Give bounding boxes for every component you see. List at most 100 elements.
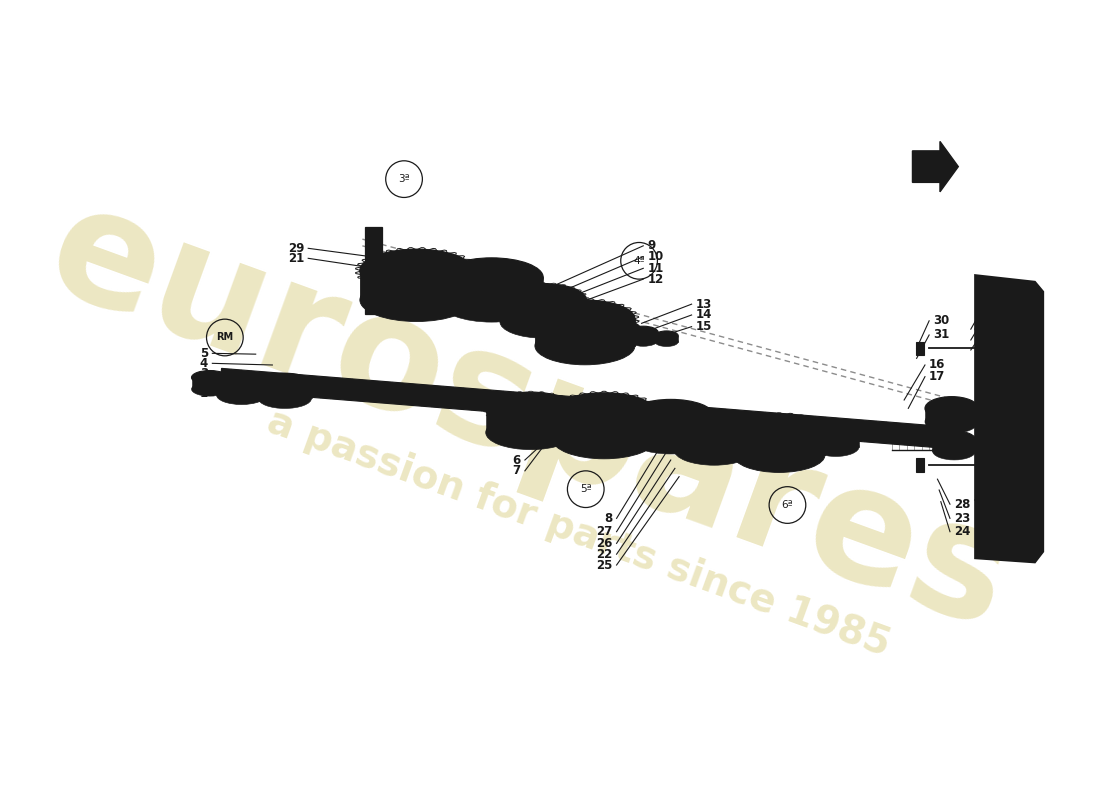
Ellipse shape bbox=[674, 415, 755, 446]
Text: 28: 28 bbox=[954, 498, 970, 510]
Ellipse shape bbox=[826, 431, 845, 439]
Text: 25: 25 bbox=[596, 558, 613, 571]
Text: 20: 20 bbox=[989, 322, 1005, 336]
Ellipse shape bbox=[581, 404, 627, 422]
Polygon shape bbox=[925, 408, 978, 422]
Text: 31: 31 bbox=[933, 329, 949, 342]
Ellipse shape bbox=[600, 330, 641, 348]
Ellipse shape bbox=[654, 331, 679, 341]
Ellipse shape bbox=[734, 438, 825, 473]
Polygon shape bbox=[628, 333, 658, 340]
Text: eurospares: eurospares bbox=[29, 171, 1030, 662]
Ellipse shape bbox=[925, 397, 978, 420]
Ellipse shape bbox=[813, 426, 859, 445]
Polygon shape bbox=[486, 409, 575, 433]
Ellipse shape bbox=[813, 437, 859, 457]
Ellipse shape bbox=[768, 427, 791, 436]
Ellipse shape bbox=[612, 326, 628, 333]
Ellipse shape bbox=[360, 250, 473, 292]
Polygon shape bbox=[654, 336, 679, 342]
Text: 29: 29 bbox=[288, 242, 304, 255]
Polygon shape bbox=[258, 383, 311, 398]
Ellipse shape bbox=[274, 379, 296, 387]
Text: 9: 9 bbox=[648, 239, 656, 252]
Circle shape bbox=[989, 489, 1036, 536]
Ellipse shape bbox=[933, 431, 976, 449]
Text: 13: 13 bbox=[696, 298, 712, 310]
Polygon shape bbox=[734, 432, 825, 455]
Ellipse shape bbox=[230, 378, 253, 386]
Text: 8: 8 bbox=[604, 512, 613, 525]
Text: 14: 14 bbox=[696, 309, 712, 322]
Ellipse shape bbox=[591, 407, 617, 418]
Circle shape bbox=[989, 420, 1036, 466]
Ellipse shape bbox=[486, 392, 575, 426]
Ellipse shape bbox=[535, 327, 635, 365]
Polygon shape bbox=[916, 458, 924, 472]
Text: 18: 18 bbox=[989, 298, 1005, 310]
Polygon shape bbox=[220, 368, 947, 448]
Ellipse shape bbox=[812, 432, 830, 440]
Polygon shape bbox=[975, 275, 1043, 562]
Ellipse shape bbox=[637, 330, 649, 335]
Ellipse shape bbox=[440, 283, 543, 322]
Text: RM: RM bbox=[217, 333, 233, 342]
Ellipse shape bbox=[627, 421, 714, 454]
Ellipse shape bbox=[499, 305, 586, 338]
Text: 2: 2 bbox=[200, 377, 208, 390]
Polygon shape bbox=[440, 278, 543, 302]
Ellipse shape bbox=[521, 292, 565, 308]
Text: 12: 12 bbox=[648, 273, 663, 286]
Text: 10: 10 bbox=[648, 250, 663, 263]
Polygon shape bbox=[600, 329, 641, 339]
Ellipse shape bbox=[440, 258, 543, 297]
Ellipse shape bbox=[217, 372, 266, 391]
Ellipse shape bbox=[235, 379, 248, 384]
Ellipse shape bbox=[403, 266, 431, 276]
Ellipse shape bbox=[552, 393, 656, 432]
Ellipse shape bbox=[217, 386, 266, 405]
Ellipse shape bbox=[258, 388, 311, 409]
Text: 5: 5 bbox=[200, 347, 208, 360]
Ellipse shape bbox=[627, 399, 714, 432]
Text: 26: 26 bbox=[596, 537, 613, 550]
Polygon shape bbox=[627, 416, 714, 438]
Text: 5ª: 5ª bbox=[580, 484, 592, 494]
Ellipse shape bbox=[191, 382, 228, 396]
Ellipse shape bbox=[600, 321, 641, 338]
Polygon shape bbox=[913, 142, 958, 192]
Ellipse shape bbox=[628, 334, 658, 346]
Ellipse shape bbox=[463, 266, 520, 288]
Ellipse shape bbox=[802, 428, 839, 443]
Text: 4ª: 4ª bbox=[634, 256, 645, 266]
Text: 6ª: 6ª bbox=[782, 500, 793, 510]
Text: 23: 23 bbox=[954, 512, 970, 525]
Ellipse shape bbox=[662, 334, 671, 338]
Text: 22: 22 bbox=[596, 548, 613, 561]
Ellipse shape bbox=[674, 435, 755, 466]
Polygon shape bbox=[535, 319, 635, 346]
Text: a passion for parts since 1985: a passion for parts since 1985 bbox=[263, 402, 895, 664]
Polygon shape bbox=[360, 271, 473, 300]
Ellipse shape bbox=[258, 373, 311, 394]
Polygon shape bbox=[674, 430, 755, 450]
Ellipse shape bbox=[191, 370, 228, 385]
Polygon shape bbox=[217, 382, 266, 395]
Ellipse shape bbox=[552, 419, 656, 459]
Text: 3ª: 3ª bbox=[398, 174, 410, 184]
Polygon shape bbox=[802, 436, 839, 445]
Polygon shape bbox=[552, 413, 656, 439]
Polygon shape bbox=[499, 300, 586, 322]
Circle shape bbox=[999, 498, 1026, 526]
Polygon shape bbox=[191, 378, 228, 389]
Text: 24: 24 bbox=[954, 525, 970, 538]
Ellipse shape bbox=[933, 442, 976, 460]
Text: 27: 27 bbox=[596, 525, 613, 538]
Ellipse shape bbox=[937, 402, 966, 414]
Ellipse shape bbox=[734, 414, 825, 449]
Text: 15: 15 bbox=[696, 320, 712, 333]
Ellipse shape bbox=[360, 278, 473, 322]
Text: 30: 30 bbox=[933, 314, 949, 327]
Ellipse shape bbox=[654, 337, 679, 346]
Ellipse shape bbox=[499, 283, 586, 317]
